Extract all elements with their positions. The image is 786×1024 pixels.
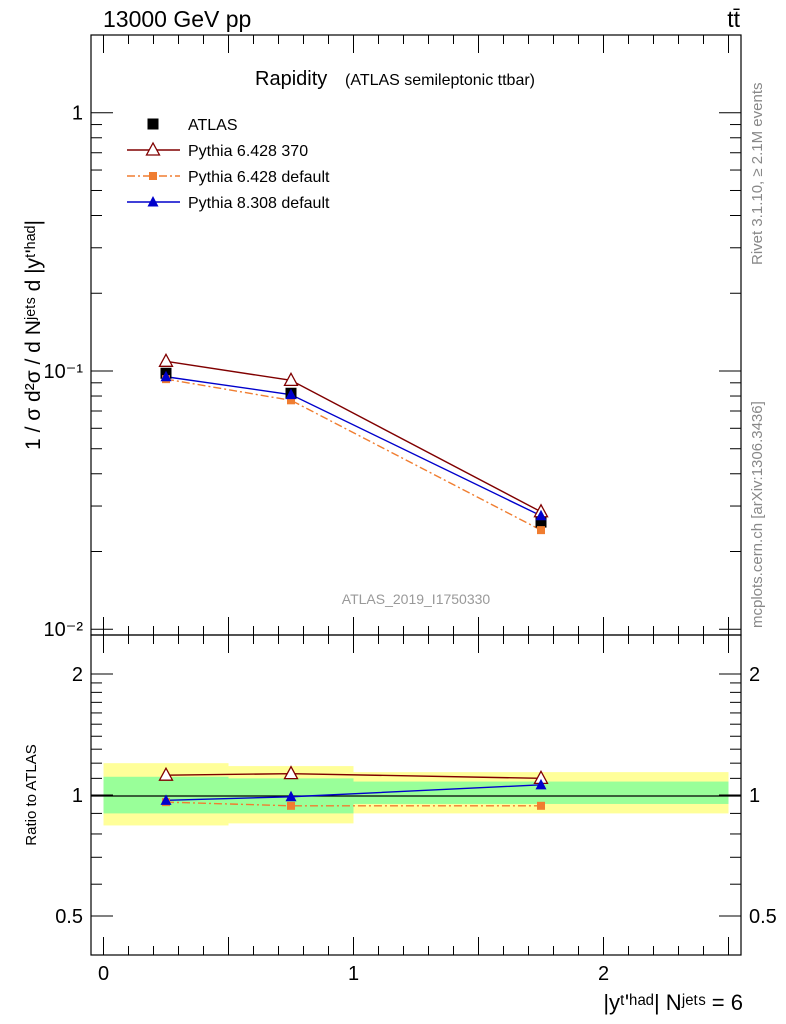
ratio-y-ticks: 0.5 0.5 1 1 2 2 xyxy=(55,664,777,956)
data-point-marker xyxy=(149,172,157,180)
legend-label: Pythia 6.428 370 xyxy=(188,143,308,160)
ratio-frame xyxy=(90,634,742,956)
ratio-y-tick-label: 2 xyxy=(72,664,83,686)
data-point-marker xyxy=(285,790,297,802)
data-point-marker xyxy=(283,765,299,780)
ratio-series-line xyxy=(165,801,541,807)
legend-label: Pythia 8.308 default xyxy=(188,195,330,212)
data-point-marker xyxy=(283,371,299,386)
data-point-marker xyxy=(287,801,295,810)
data-point-marker xyxy=(537,526,545,535)
ratio-y-tick-label: 0.5 xyxy=(55,906,83,928)
ratio-y-tick-label: 1 xyxy=(72,785,83,807)
data-point-marker xyxy=(158,766,174,781)
x-tick-label: 2 xyxy=(598,963,609,985)
series-line xyxy=(165,378,542,531)
series-line xyxy=(165,376,542,517)
data-point-marker xyxy=(160,794,172,805)
x-ticks: 0 1 2 xyxy=(98,35,729,985)
ratio-series-markers xyxy=(158,765,549,810)
ratio-y-tick-label-right: 2 xyxy=(749,664,760,686)
mcplots-label: mcplots.cern.ch [arXiv:1306.3436] xyxy=(749,401,766,628)
stat-uncertainty-band xyxy=(353,781,729,804)
ratio-plot-panel: 0.5 0.5 1 1 2 2 0 1 2 Ratio to ATLAS |yᵗ'ʰᵃᵈ| N… xyxy=(23,35,777,1015)
main-y-tick-label: 10⁻² xyxy=(44,619,84,641)
ratio-y-tick-label-right: 0.5 xyxy=(749,906,777,928)
legend-label: ATLAS xyxy=(188,117,238,134)
data-point-marker xyxy=(535,778,547,790)
x-tick-label: 1 xyxy=(348,963,359,985)
legend-label: Pythia 6.428 default xyxy=(188,169,330,186)
process-label: tt̄ xyxy=(727,6,740,32)
data-point-marker xyxy=(147,196,159,207)
analysis-watermark: ATLAS_2019_I1750330 xyxy=(342,591,491,607)
ratio-y-tick-label-right: 1 xyxy=(749,785,760,807)
data-point-marker xyxy=(535,516,547,528)
chart-subtitle: (ATLAS semileptonic ttbar) xyxy=(345,72,535,89)
data-point-marker xyxy=(160,370,172,382)
chart-title: Rapidity xyxy=(255,68,327,90)
data-point-marker xyxy=(285,388,297,400)
x-axis-label: |yᵗ'ʰᵃᵈ| Nʲᵉᵗˢ = 6 xyxy=(603,990,743,1015)
main-y-tick-label: 1 xyxy=(72,103,83,125)
data-point-marker xyxy=(287,396,295,405)
ratio-y-axis-label: Ratio to ATLAS xyxy=(23,744,40,845)
data-point-marker xyxy=(537,801,545,810)
data-point-marker xyxy=(158,352,174,367)
data-point-marker xyxy=(535,509,547,521)
legend: ATLAS Pythia 6.428 370 Pythia 6.428 defaul… xyxy=(127,117,330,212)
energy-label: 13000 GeV pp xyxy=(103,6,251,32)
main-y-axis-label: 1 / σ d²σ / d Nʲᵉᵗˢ d |yᵗ'ʰᵃᵈ| xyxy=(22,220,45,450)
x-tick-label: 0 xyxy=(98,963,109,985)
main-y-tick-label: 10⁻¹ xyxy=(44,361,84,383)
data-point-marker xyxy=(145,141,161,156)
main-series-lines xyxy=(165,360,542,531)
main-series-markers xyxy=(158,352,549,535)
ratio-uncertainty-bands xyxy=(103,763,729,826)
data-point-marker xyxy=(147,118,159,130)
main-plot-panel: Rapidity (ATLAS semileptonic ttbar) ATLA… xyxy=(22,34,741,641)
rivet-label: Rivet 3.1.10, ≥ 2.1M events xyxy=(749,83,766,266)
